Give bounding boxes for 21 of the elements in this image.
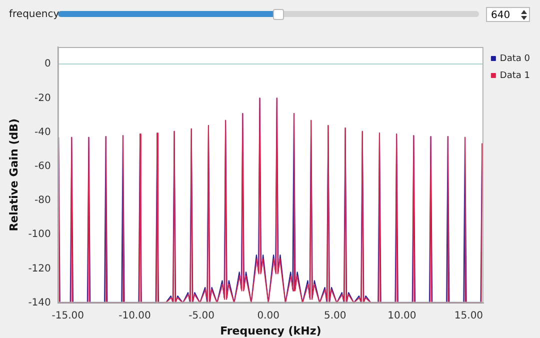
legend-label: Data 1 [500, 70, 530, 81]
x-tick-label: -10.00 [118, 310, 151, 322]
x-tick-label: 10.00 [388, 310, 416, 322]
x-tick-label: 0.00 [257, 310, 280, 322]
y-tick-label: -120 [28, 263, 51, 274]
x-tick-label: 15.00 [454, 310, 484, 322]
y-tick-label: -40 [34, 126, 51, 138]
x-tick-label: -5.00 [188, 310, 214, 322]
x-axis-title: Frequency (kHz) [220, 324, 322, 338]
y-tick-label: 0 [44, 58, 51, 70]
y-axis-title: Relative Gain (dB) [7, 118, 20, 232]
y-tick-label: -100 [28, 229, 51, 240]
x-tick-label: -15.00 [52, 310, 84, 322]
y-tick-label: -60 [34, 160, 51, 172]
y-tick-label: -20 [34, 92, 51, 104]
y-tick-label: -80 [34, 195, 51, 206]
legend-label: Data 0 [500, 54, 530, 64]
y-tick-label: -140 [28, 297, 51, 308]
x-tick-label: 5.00 [324, 310, 346, 322]
spin-box: 640 [486, 7, 530, 22]
text: frequency [9, 9, 60, 20]
